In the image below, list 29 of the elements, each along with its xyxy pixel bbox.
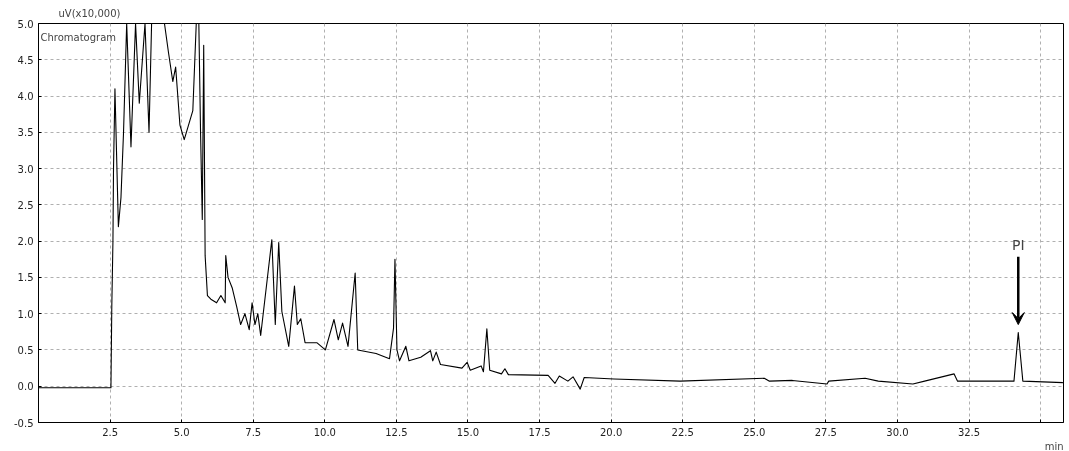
- y-tick-label: 0.0: [17, 381, 34, 393]
- x-tick-label: 10.0: [313, 426, 336, 438]
- x-tick-label: 27.5: [814, 426, 837, 438]
- x-axis-title: min: [1044, 440, 1064, 451]
- y-tick-label: 1.0: [17, 308, 34, 320]
- annotation: Chromatogram: [40, 31, 117, 43]
- x-tick-label: 15.0: [456, 426, 480, 438]
- x-tick-label: 20.0: [599, 426, 623, 438]
- y-tick-label: 4.5: [17, 54, 34, 66]
- y-tick-label: 4.0: [17, 91, 34, 103]
- x-tick-label: 32.5: [957, 426, 981, 438]
- y-tick-label: 2.5: [17, 199, 34, 211]
- x-tick-label: 12.5: [385, 426, 408, 438]
- y-tick-label: 3.0: [17, 163, 34, 175]
- x-tick-label: 25.0: [743, 426, 766, 438]
- y-tick-label: 5.0: [17, 18, 34, 30]
- annotation: PI: [1011, 236, 1025, 253]
- x-tick-label: 7.5: [245, 426, 262, 438]
- x-tick-label: 5.0: [173, 426, 190, 438]
- y-tick-label: -0.5: [13, 417, 34, 429]
- x-tick-label: 22.5: [671, 426, 694, 438]
- y-tick-label: 0.5: [17, 344, 34, 356]
- y-tick-label: 2.0: [17, 236, 34, 248]
- x-tick-label: 2.5: [102, 426, 119, 438]
- y-axis-title: uV(x10,000): [58, 7, 121, 19]
- x-tick-label: 30.0: [886, 426, 909, 438]
- y-tick-label: 1.5: [17, 272, 34, 284]
- x-tick-label: 17.5: [528, 426, 551, 438]
- y-tick-label: 3.5: [17, 127, 34, 139]
